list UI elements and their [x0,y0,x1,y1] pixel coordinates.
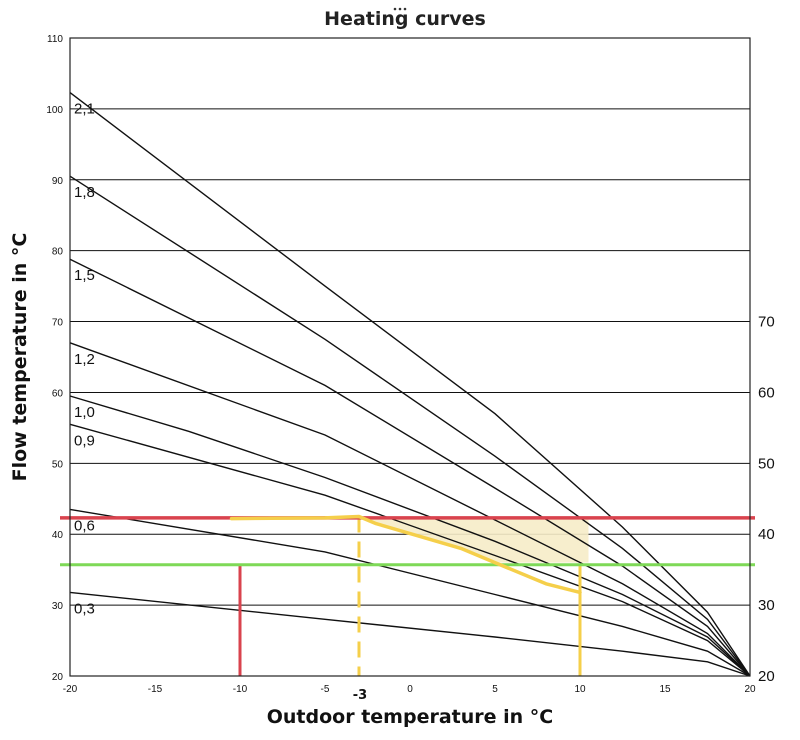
right-y-tick-1: 30 [758,597,775,614]
curve-7 [69,591,751,677]
x-tick-4: 0 [407,684,413,695]
y-tick-2: 40 [52,530,64,541]
x-tick-8: 20 [744,684,756,695]
right-y-tick-0: 20 [758,668,775,685]
y-tick-9: 110 [47,34,63,45]
title-dot-1 [398,7,402,11]
title-dot-0 [393,7,397,11]
x-tick-0: -20 [63,684,78,695]
curve-label-4: 1,0 [74,404,95,421]
x-axis-label: Outdoor temperature in °C [267,706,553,728]
curve-label-6: 0,6 [74,517,95,534]
right-y-tick-5: 70 [758,314,775,331]
x-tick-3: -5 [321,684,330,695]
right-y-tick-labels: 20 30 40 50 60 70 [758,314,775,685]
x-tick-2: -10 [233,684,248,695]
curve-1 [69,175,751,677]
x-tick-labels: -20 -15 -10 -5 0 5 10 15 20 [63,684,756,695]
y-tick-4: 60 [52,388,64,399]
y-axis-label: Flow temperature in °C [9,233,31,482]
shaded-region [359,517,589,563]
annotations: -3 [60,514,755,703]
x-tick-7: 15 [659,684,671,695]
title-dot-2 [403,7,407,11]
heating-curve-lines [69,92,751,677]
curve-3 [69,342,751,677]
curve-2 [69,258,751,677]
curve-label-0: 2,1 [74,101,95,118]
curve-label-5: 0,9 [74,432,95,449]
y-tick-3: 50 [52,459,64,470]
curve-label-3: 1,2 [74,351,95,368]
curve-label-7: 0,3 [74,600,95,617]
curve-4 [69,395,751,677]
title-accent-dots [393,7,407,11]
right-y-tick-3: 50 [758,455,775,472]
x-tick-6: 10 [574,684,586,695]
x-tick-5: 5 [492,684,498,695]
y-tick-7: 90 [52,176,64,187]
curve-labels: 2,1 1,8 1,5 1,2 1,0 0,9 0,6 0,3 [74,101,95,618]
dashed-line-marker-label: -3 [353,688,367,703]
yellow-hand-drawn-curve [229,514,582,595]
curve-label-1: 1,8 [74,184,95,201]
x-tick-1: -15 [148,684,163,695]
right-y-tick-2: 40 [758,526,775,543]
curve-label-2: 1,5 [74,267,95,284]
right-y-tick-4: 60 [758,384,775,401]
gridlines [70,108,750,606]
y-tick-6: 80 [52,247,64,258]
curve-5 [69,423,751,677]
y-tick-0: 20 [52,672,64,683]
curve-0 [69,92,751,677]
y-tick-1: 30 [52,601,64,612]
y-tick-labels: 20 30 40 50 60 70 80 90 100 110 [46,34,63,683]
curve-6 [69,508,751,677]
chart-title: Heating curves [324,8,486,30]
shaded-region-polygon [359,517,589,563]
y-tick-8: 100 [46,105,63,116]
y-tick-5: 70 [52,318,64,329]
plot-frame [69,37,751,677]
